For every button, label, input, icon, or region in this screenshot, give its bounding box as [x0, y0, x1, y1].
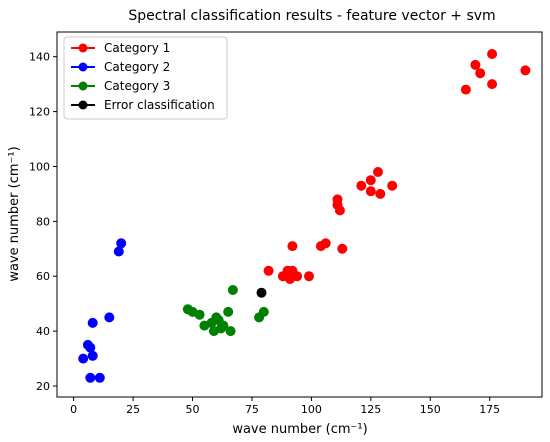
data-point-series-1 [356, 180, 367, 191]
data-point-series-2 [116, 238, 127, 249]
data-point-series-1 [315, 241, 326, 252]
data-point-series-1 [470, 59, 481, 70]
x-tick-label: 150 [420, 403, 441, 416]
y-tick-label: 80 [36, 215, 50, 228]
data-point-series-3 [194, 309, 205, 320]
data-point-series-1 [460, 84, 471, 95]
x-axis: 0 25 50 75 100 125 150 175 [70, 397, 500, 416]
data-point-series-2 [113, 246, 124, 257]
y-tick-label: 60 [36, 270, 50, 283]
y-tick-label: 100 [29, 160, 50, 173]
legend-marker [78, 43, 88, 53]
data-point-series-1 [487, 49, 498, 59]
points-layer [78, 49, 531, 383]
x-tick-label: 25 [126, 403, 140, 416]
data-point-series-2 [87, 350, 98, 361]
legend-label: Category 2 [104, 60, 170, 74]
data-point-series-2 [85, 372, 96, 383]
data-point-series-1 [285, 274, 295, 284]
data-point-series-1 [373, 167, 383, 177]
data-point-series-1 [487, 79, 498, 90]
data-point-series-1 [304, 271, 314, 282]
data-point-series-2 [104, 312, 115, 323]
data-point-series-2 [85, 342, 96, 353]
x-tick-label: 175 [479, 403, 500, 416]
data-point-series-2 [94, 372, 105, 383]
data-point-series-4 [256, 287, 267, 298]
legend-marker [78, 62, 88, 72]
legend-label: Category 1 [104, 41, 170, 55]
legend-marker [78, 81, 88, 91]
data-point-series-3 [223, 306, 234, 317]
chart-title: Spectral classification results - featur… [128, 8, 495, 24]
y-tick-label: 40 [36, 325, 50, 338]
data-point-series-1 [375, 188, 386, 199]
legend-marker [78, 100, 88, 110]
data-point-series-1 [475, 68, 486, 79]
data-point-series-1 [287, 241, 298, 252]
data-point-series-2 [87, 317, 98, 328]
data-point-series-1 [263, 265, 274, 276]
x-tick-label: 0 [70, 403, 77, 416]
data-point-series-2 [78, 353, 89, 364]
y-tick-label: 20 [36, 380, 50, 393]
data-point-series-3 [225, 326, 236, 337]
plot-frame [56, 31, 543, 398]
y-axis: 20 40 60 80 100 120 140 [29, 51, 57, 393]
legend: Category 1 Category 2 Category 3 Error clas… [63, 36, 228, 120]
y-axis-label: wave number (cm⁻¹) [7, 146, 22, 281]
legend-label: Error classification [104, 98, 215, 112]
data-point-series-3 [254, 312, 265, 323]
data-point-series-1 [365, 175, 376, 186]
data-point-series-3 [199, 320, 210, 331]
data-point-series-1 [365, 186, 376, 197]
x-tick-label: 100 [301, 403, 322, 416]
legend-label: Category 3 [104, 79, 170, 93]
data-point-series-3 [208, 326, 219, 337]
x-axis-label: wave number (cm⁻¹) [232, 422, 367, 437]
data-point-series-1 [520, 65, 531, 76]
data-point-series-1 [334, 205, 345, 216]
y-tick-label: 140 [29, 51, 50, 64]
data-point-series-1 [387, 180, 398, 191]
y-tick-label: 120 [29, 106, 50, 119]
x-tick-label: 125 [360, 403, 381, 416]
x-tick-label: 75 [245, 403, 259, 416]
x-tick-label: 50 [186, 403, 200, 416]
data-point-series-3 [227, 285, 238, 295]
data-point-series-1 [337, 243, 348, 254]
legend-box [63, 36, 228, 120]
